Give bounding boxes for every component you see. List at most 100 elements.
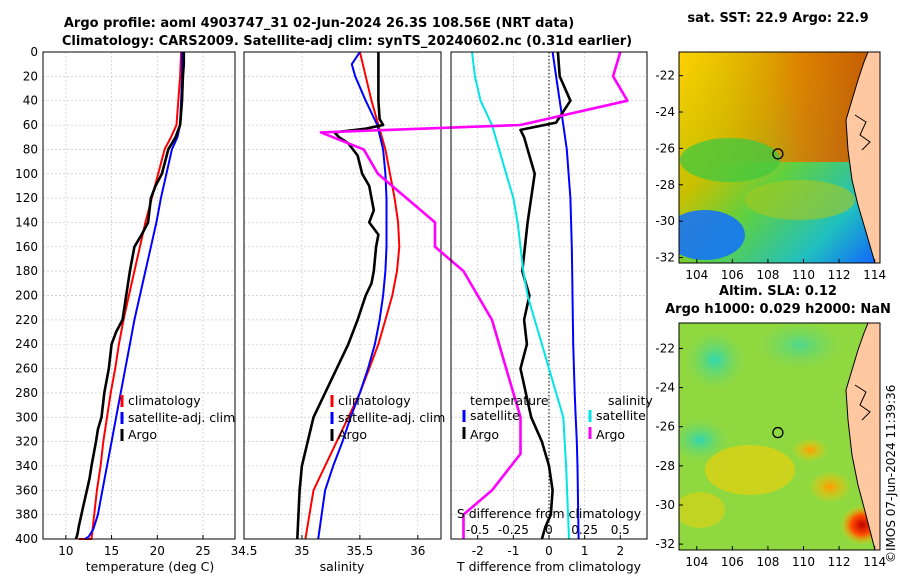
- salinity-legend: climatology satellite-adj. clim Argo: [330, 393, 445, 442]
- sst-coastline-detail: [854, 114, 871, 151]
- sst-cold-patch: [679, 210, 745, 260]
- x-tick-label: 34.5: [231, 544, 258, 558]
- sst-map-frame: [678, 51, 881, 264]
- y-tick-label: 340: [15, 459, 38, 473]
- salinity-xlabel: salinity: [320, 559, 365, 574]
- temperature-panel: 10 15 20 25 0 20 40 60 80 100 120 140 160 180 200 220 24…: [15, 45, 236, 558]
- y-tick-label: 0: [30, 45, 38, 59]
- sla-map-title-1: Altim. SLA: 0.12: [719, 284, 837, 299]
- sst-land-coast: [845, 52, 880, 263]
- x-tick-label: 10: [58, 544, 73, 558]
- map-x-tick-label: 104: [685, 268, 708, 282]
- map-y-tick-label: -30: [655, 214, 675, 228]
- series-line: [74, 52, 186, 540]
- y-tick-label: 180: [15, 264, 38, 278]
- map-y-tick-label: -24: [655, 381, 675, 395]
- legend-label-satellite: satellite-adj. clim: [338, 410, 445, 425]
- sla-high-patch-2: [808, 471, 852, 503]
- map-x-tick-label: 112: [828, 268, 851, 282]
- sla-map-title-2: Argo h1000: 0.029 h2000: NaN: [665, 302, 891, 317]
- x-tick-label: -2: [472, 544, 484, 558]
- s-difference-label: S difference from climatology: [457, 506, 642, 521]
- legend-label-s-satellite: satellite: [596, 408, 646, 423]
- map-x-tick-label: 104: [685, 555, 708, 569]
- series-line: [471, 51, 570, 540]
- temperature-xlabel: temperature (deg C): [86, 559, 215, 574]
- x-tick-label: 36: [410, 544, 425, 558]
- sla-high-patch-1: [705, 445, 795, 495]
- difference-legend: temperature satellite Argo salinity sate…: [462, 393, 653, 442]
- legend-label-s-argo: Argo: [596, 427, 625, 442]
- map-x-tick-label: 106: [721, 268, 744, 282]
- x-tick-label: 1: [581, 544, 589, 558]
- t-difference-xlabel: T difference from climatology: [456, 559, 642, 574]
- map-x-tick-label: 110: [792, 268, 815, 282]
- x-tick-label: 20: [150, 544, 165, 558]
- map-y-tick-label: -22: [655, 341, 675, 355]
- sla-high-patch-4: [679, 492, 725, 528]
- legend-title-salinity: salinity: [608, 393, 653, 408]
- x-tick-label: 35: [294, 544, 309, 558]
- s-tick-label: 0.5: [611, 523, 630, 537]
- x-tick-label: 35.5: [347, 544, 374, 558]
- salinity-panel: 34.5 35 35.5 36: [231, 51, 442, 558]
- plot-frame: [42, 51, 236, 540]
- series-line: [317, 51, 388, 540]
- map-y-tick-label: -24: [655, 105, 675, 119]
- legend-label-t-argo: Argo: [470, 427, 499, 442]
- map-y-tick-label: -26: [655, 420, 675, 434]
- sla-coastline-detail: [854, 384, 871, 421]
- y-tick-label: 320: [15, 435, 38, 449]
- y-tick-label: 100: [15, 167, 38, 181]
- temperature-legend: climatology satellite-adj. clim Argo: [120, 393, 235, 442]
- sla-argo-marker: [772, 426, 784, 439]
- legend-label-climatology: climatology: [338, 393, 411, 408]
- s-tick-label: -0.25: [498, 523, 529, 537]
- legend-title-temperature: temperature: [470, 393, 549, 408]
- x-tick-label: -1: [507, 544, 519, 558]
- y-tick-label: 240: [15, 337, 38, 351]
- sla-low-patch-2: [755, 323, 845, 370]
- y-tick-label: 140: [15, 215, 38, 229]
- sst-map-ticks: 104 106 108 110 112 114 -22 -24 -26 -28 -30 -32: [655, 69, 886, 282]
- title-line-2: Climatology: CARS2009. Satellite-adj cli…: [62, 34, 632, 49]
- map-y-tick-label: -28: [655, 459, 675, 473]
- legend-label-climatology: climatology: [128, 393, 201, 408]
- s-tick-label: 0: [545, 523, 553, 537]
- sla-map-frame: [678, 322, 881, 551]
- sst-argo-marker: [772, 148, 784, 160]
- sst-map-title: sat. SST: 22.9 Argo: 22.9: [687, 11, 868, 26]
- map-y-tick-label: -32: [655, 537, 675, 551]
- title-line-1: Argo profile: aoml 4903747_31 02-Jun-202…: [64, 16, 574, 31]
- legend-label-argo: Argo: [128, 427, 157, 442]
- sst-cool-patch: [680, 138, 780, 182]
- map-x-tick-label: 112: [828, 555, 851, 569]
- sst-map: [678, 51, 881, 264]
- series-line: [519, 51, 572, 540]
- sla-low-patch-1: [685, 330, 745, 390]
- s-tick-label: 0.25: [571, 523, 598, 537]
- sla-map: [678, 322, 881, 551]
- legend-label-argo: Argo: [338, 427, 367, 442]
- map-y-tick-label: -30: [655, 498, 675, 512]
- x-tick-label: 2: [616, 544, 624, 558]
- map-x-tick-label: 110: [792, 555, 815, 569]
- y-tick-label: 260: [15, 362, 38, 376]
- sla-land-coast: [845, 323, 880, 550]
- y-tick-label: 200: [15, 289, 38, 303]
- sla-map-ticks: 104 106 108 110 112 114 -22 -24 -26 -28 -30 -32: [655, 341, 886, 569]
- y-tick-label: 40: [23, 94, 38, 108]
- y-tick-label: 160: [15, 240, 38, 254]
- series-line: [84, 52, 183, 540]
- y-tick-label: 20: [23, 69, 38, 83]
- series-line: [319, 51, 629, 539]
- map-y-tick-label: -26: [655, 141, 675, 155]
- sst-mid-patch: [745, 180, 855, 220]
- map-x-tick-label: 108: [756, 555, 779, 569]
- difference-panel: -2 -1 0 1 2 -0.5 -0.25 0 0.25 0.5: [319, 51, 648, 558]
- y-tick-label: 80: [23, 142, 38, 156]
- plot-frame: [243, 51, 442, 540]
- y-tick-label: 220: [15, 313, 38, 327]
- map-x-tick-label: 108: [756, 268, 779, 282]
